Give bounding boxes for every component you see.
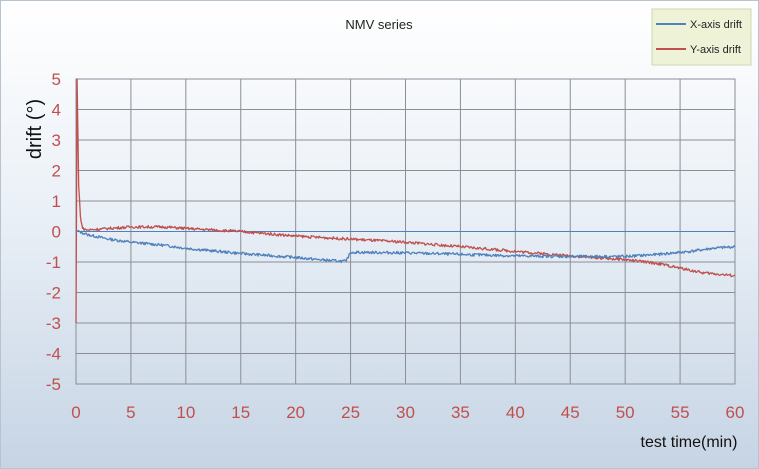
series-line-x-axis-drift: [75, 229, 736, 264]
y-tick-labels: 5 4 3 2 1 0 -1 -2 -3 -4 -5: [46, 70, 61, 394]
x-tick-label-6: 30: [396, 403, 415, 422]
x-tick-label-3: 15: [231, 403, 250, 422]
x-tick-labels: 0 5 10 15 20 25 30 35 40 45 50 55 60: [71, 403, 744, 422]
x-tick-label-7: 35: [451, 403, 470, 422]
legend-label-y-axis-drift: Y-axis drift: [690, 44, 741, 56]
series-lines: [75, 78, 736, 324]
y-axis-label: drift (°): [24, 99, 46, 159]
y-tick-label-3: 2: [52, 162, 61, 181]
x-tick-label-12: 60: [726, 403, 745, 422]
x-tick-label-11: 55: [671, 403, 690, 422]
x-tick-label-1: 5: [126, 403, 135, 422]
y-tick-label-7: -2: [46, 284, 61, 303]
y-tick-label-2: 3: [52, 131, 61, 150]
series-line-y-axis-drift: [75, 78, 736, 324]
x-tick-label-0: 0: [71, 403, 80, 422]
x-tick-label-2: 10: [176, 403, 195, 422]
y-tick-label-5: 0: [52, 223, 61, 242]
y-tick-label-10: -5: [46, 375, 61, 394]
legend-label-x-axis-drift: X-axis drift: [690, 19, 742, 31]
x-tick-label-9: 45: [561, 403, 580, 422]
y-tick-label-9: -4: [46, 345, 61, 364]
x-tick-label-5: 25: [341, 403, 360, 422]
x-tick-label-8: 40: [506, 403, 525, 422]
y-tick-label-1: 4: [52, 101, 61, 120]
x-tick-label-10: 50: [616, 403, 635, 422]
x-axis-label: test time(min): [641, 434, 738, 451]
legend: X-axis drift Y-axis drift: [651, 8, 752, 66]
y-tick-label-6: -1: [46, 253, 61, 272]
y-tick-label-8: -3: [46, 314, 61, 333]
x-tick-label-4: 20: [286, 403, 305, 422]
legend-box: [651, 8, 752, 66]
chart-title: NMV series: [345, 17, 413, 32]
y-tick-label-4: 1: [52, 192, 61, 211]
y-tick-label-0: 5: [52, 70, 61, 89]
